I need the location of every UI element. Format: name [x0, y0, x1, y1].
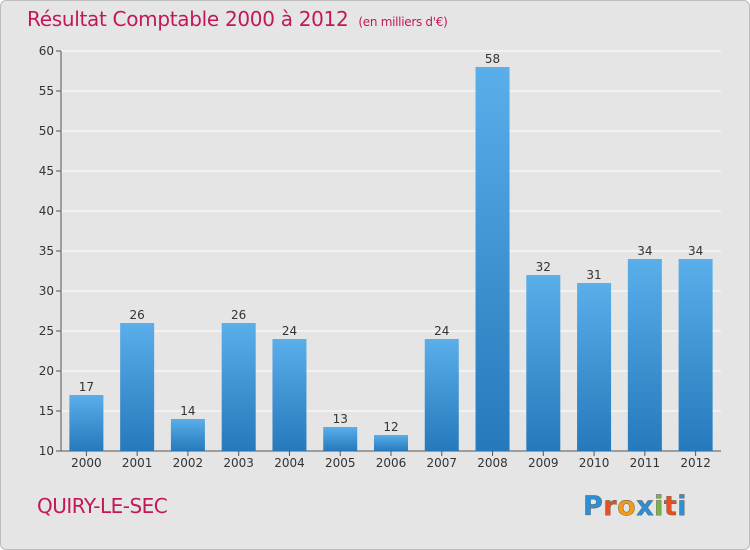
x-tick-label: 2003 — [223, 456, 254, 470]
data-label: 24 — [434, 324, 449, 338]
x-tick-label: 2009 — [528, 456, 559, 470]
data-label: 32 — [536, 260, 551, 274]
bars — [69, 67, 713, 451]
x-tick-label: 2008 — [477, 456, 508, 470]
y-tick-label: 45 — [39, 164, 54, 178]
y-tick-labels: 10 15 20 25 30 35 40 45 50 55 60 — [39, 44, 54, 458]
chart-unit: (en milliers d'€) — [358, 15, 448, 29]
y-tick-label: 15 — [39, 404, 54, 418]
logo-letter: r — [603, 491, 618, 522]
logo-letter: P — [583, 491, 604, 522]
logo-letter: i — [677, 491, 688, 522]
data-label: 26 — [231, 308, 246, 322]
data-label: 34 — [688, 244, 703, 258]
gridlines — [61, 50, 721, 452]
x-tick-label: 2000 — [71, 456, 102, 470]
y-tick-label: 25 — [39, 324, 54, 338]
bar — [69, 395, 104, 451]
data-label: 12 — [383, 420, 398, 434]
x-tick-label: 2007 — [426, 456, 457, 470]
data-label: 34 — [637, 244, 652, 258]
bar — [475, 67, 510, 451]
data-label: 13 — [333, 412, 348, 426]
commune-name: QUIRY-LE-SEC — [37, 494, 168, 518]
y-tick-label: 55 — [39, 84, 54, 98]
data-labels: 17 26 14 26 24 13 12 24 58 32 31 34 34 — [79, 52, 704, 434]
logo-letter: o — [617, 491, 637, 522]
chart-title-text: Résultat Comptable 2000 à 2012 — [27, 7, 349, 31]
bar — [120, 323, 155, 451]
logo-letter: i — [654, 491, 664, 522]
bar — [577, 283, 612, 451]
data-label: 58 — [485, 52, 500, 66]
bar — [627, 259, 662, 451]
axes — [56, 50, 721, 456]
y-tick-label: 60 — [39, 44, 54, 58]
data-label: 14 — [180, 404, 195, 418]
logo-letter: x — [636, 491, 655, 522]
data-label: 24 — [282, 324, 297, 338]
bar — [272, 339, 307, 451]
bar — [323, 427, 358, 451]
logo-letter: t — [663, 491, 678, 522]
y-tick-label: 50 — [39, 124, 54, 138]
data-label: 31 — [586, 268, 601, 282]
bar — [221, 323, 256, 451]
x-tick-label: 2004 — [274, 456, 305, 470]
data-label: 26 — [130, 308, 145, 322]
x-tick-label: 2012 — [680, 456, 711, 470]
y-tick-label: 40 — [39, 204, 54, 218]
x-tick-label: 2011 — [630, 456, 661, 470]
proxiti-logo[interactable]: Proxiti — [583, 491, 687, 522]
x-tick-label: 2001 — [122, 456, 153, 470]
bar — [374, 435, 408, 451]
x-tick-label: 2010 — [579, 456, 610, 470]
y-tick-label: 10 — [39, 444, 54, 458]
bar — [424, 339, 459, 451]
bar — [170, 419, 205, 451]
y-tick-label: 30 — [39, 284, 54, 298]
x-tick-labels: 2000 2001 2002 2003 2004 2005 2006 2007 2008 2009… — [71, 456, 711, 470]
x-tick-label: 2002 — [173, 456, 204, 470]
bar — [678, 259, 713, 451]
x-tick-label: 2005 — [325, 456, 356, 470]
chart-title: Résultat Comptable 2000 à 2012 (en millie… — [27, 7, 448, 31]
y-tick-label: 20 — [39, 364, 54, 378]
y-tick-label: 35 — [39, 244, 54, 258]
x-tick-label: 2006 — [376, 456, 407, 470]
bar — [526, 275, 561, 451]
data-label: 17 — [79, 380, 94, 394]
